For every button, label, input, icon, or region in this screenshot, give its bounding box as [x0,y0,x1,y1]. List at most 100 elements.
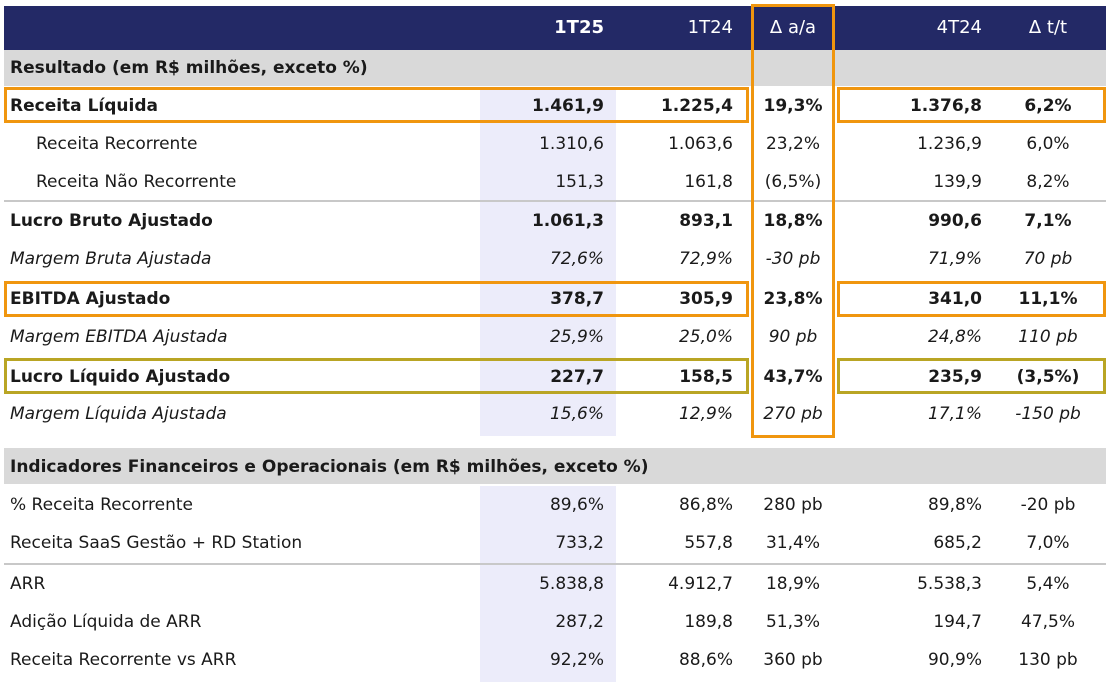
value-1t24: 25,0% [678,327,733,347]
row-label: Margem Líquida Ajustada [10,404,227,424]
value-delta-yoy: 51,3% [765,612,820,632]
value-delta-qoq: (3,5%) [1016,367,1080,387]
value-4t24: 194,7 [933,612,982,632]
value-delta-yoy: 23,2% [765,134,820,154]
value-4t24: 17,1% [927,404,982,424]
value-1t25: 1.061,3 [531,211,604,231]
value-1t25: 227,7 [550,367,604,387]
value-delta-yoy: 280 pb [763,495,823,515]
value-delta-qoq: 110 pb [1018,327,1078,347]
value-1t24: 1.063,6 [668,134,733,154]
row-label: Adição Líquida de ARR [10,612,202,632]
table-row: Lucro Bruto Ajustado 1.061,3 893,1 18,8%… [0,202,1113,240]
table-row: Margem Bruta Ajustada 72,6% 72,9% -30 pb… [0,240,1113,278]
value-4t24: 1.376,8 [909,96,982,116]
value-delta-qoq: 130 pb [1018,650,1078,670]
value-1t24: 1.225,4 [660,96,733,116]
header-delta-yoy: Δ a/a [769,17,817,38]
value-1t24: 305,9 [679,289,733,309]
value-1t24: 12,9% [678,404,733,424]
value-delta-qoq: 47,5% [1020,612,1075,632]
value-4t24: 1.236,9 [917,134,982,154]
value-delta-yoy: 23,8% [763,289,823,309]
value-1t25: 1.310,6 [539,134,604,154]
value-1t25: 287,2 [555,612,604,632]
row-label: Receita Recorrente vs ARR [10,650,237,670]
value-delta-qoq: 6,0% [1026,134,1070,154]
value-delta-qoq: -20 pb [1020,495,1076,515]
table-row: Adição Líquida de ARR 287,2 189,8 51,3% … [0,603,1113,641]
value-delta-yoy: 270 pb [763,404,823,424]
table-row: Receita Recorrente 1.310,6 1.063,6 23,2%… [0,125,1113,163]
value-delta-qoq: 7,1% [1024,211,1072,231]
table-row: Receita SaaS Gestão + RD Station 733,2 5… [0,524,1113,562]
value-1t25: 92,2% [549,650,604,670]
value-4t24: 235,9 [928,367,982,387]
current-period-column-shade [480,88,616,436]
table-header [4,6,1106,50]
value-4t24: 990,6 [928,211,982,231]
value-delta-qoq: 11,1% [1018,289,1078,309]
table-row: Receita Não Recorrente 151,3 161,8 (6,5%… [0,163,1113,201]
section-results-bar [4,50,1106,86]
current-period-column-shade-2 [480,486,616,682]
value-1t25: 151,3 [555,172,604,192]
header-1t24: 1T24 [687,17,733,38]
row-divider [4,200,1106,202]
row-label: Margem Bruta Ajustada [10,249,212,269]
value-delta-yoy: 90 pb [768,327,818,347]
header-1t25: 1T25 [554,17,604,38]
row-label: Receita Líquida [10,96,158,116]
value-delta-yoy: 18,9% [765,574,820,594]
value-1t24: 158,5 [679,367,733,387]
value-4t24: 139,9 [933,172,982,192]
value-1t24: 72,9% [678,249,733,269]
value-delta-yoy: 31,4% [765,533,820,553]
row-label: Lucro Líquido Ajustado [10,367,231,387]
table-row: % Receita Recorrente 89,6% 86,8% 280 pb … [0,486,1113,524]
value-delta-qoq: 5,4% [1026,574,1070,594]
value-1t24: 4.912,7 [668,574,733,594]
value-delta-qoq: 8,2% [1026,172,1070,192]
value-delta-yoy: (6,5%) [764,172,822,192]
value-1t24: 88,6% [678,650,733,670]
value-delta-qoq: 70 pb [1023,249,1073,269]
section-indicators-bar [4,448,1106,484]
value-delta-yoy: 360 pb [763,650,823,670]
section-results-title: Resultado (em R$ milhões, exceto %) [10,58,368,78]
value-delta-qoq: 6,2% [1024,96,1072,116]
value-delta-qoq: -150 pb [1015,404,1081,424]
value-4t24: 341,0 [928,289,982,309]
table-row: Receita Líquida 1.461,9 1.225,4 19,3% 1.… [0,87,1113,125]
value-1t24: 557,8 [684,533,733,553]
table-row: EBITDA Ajustado 378,7 305,9 23,8% 341,0 … [0,280,1113,318]
section-indicators-title: Indicadores Financeiros e Operacionais (… [10,457,649,477]
table-row: Margem EBITDA Ajustada 25,9% 25,0% 90 pb… [0,318,1113,356]
row-label: Receita SaaS Gestão + RD Station [10,533,303,553]
value-4t24: 90,9% [927,650,982,670]
value-delta-yoy: -30 pb [765,249,821,269]
row-label: Lucro Bruto Ajustado [10,211,213,231]
value-4t24: 71,9% [927,249,982,269]
value-1t24: 161,8 [684,172,733,192]
header-delta-qoq: Δ t/t [1028,17,1068,38]
value-4t24: 89,8% [927,495,982,515]
value-delta-yoy: 18,8% [763,211,823,231]
value-1t25: 15,6% [549,404,604,424]
table-row: Receita Recorrente vs ARR 92,2% 88,6% 36… [0,641,1113,679]
table-row: Margem Líquida Ajustada 15,6% 12,9% 270 … [0,395,1113,433]
value-1t25: 72,6% [549,249,604,269]
row-label: % Receita Recorrente [10,495,193,515]
value-delta-qoq: 7,0% [1026,533,1070,553]
value-1t25: 89,6% [549,495,604,515]
value-delta-yoy: 43,7% [763,367,823,387]
value-1t25: 378,7 [550,289,604,309]
table-row: Lucro Líquido Ajustado 227,7 158,5 43,7%… [0,358,1113,396]
value-1t25: 5.838,8 [539,574,604,594]
row-label: Receita Recorrente [36,134,198,154]
row-label: Margem EBITDA Ajustada [10,327,228,347]
row-divider [4,563,1106,565]
row-label: Receita Não Recorrente [36,172,237,192]
value-1t24: 86,8% [678,495,733,515]
value-1t24: 189,8 [684,612,733,632]
